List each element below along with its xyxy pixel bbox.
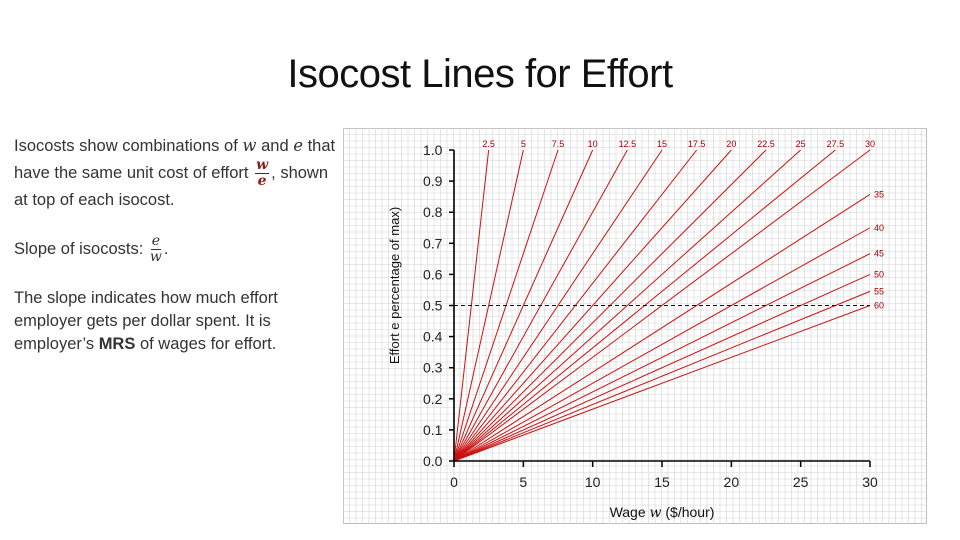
y-tick-label: 0.3 <box>423 360 443 376</box>
isocost-label: 20 <box>726 139 736 149</box>
slope-ratio: e w <box>149 233 162 265</box>
x-tick-label: 20 <box>724 474 740 490</box>
isocost-label: 50 <box>874 269 884 279</box>
y-tick-label: 0.4 <box>423 329 443 345</box>
isocost-label: 25 <box>796 139 806 149</box>
isocost-label: 45 <box>874 249 884 259</box>
isocost-line <box>453 290 871 462</box>
explanation-panel: Isocosts show combinations of w and e th… <box>14 134 342 378</box>
y-tick-label: 0.0 <box>423 453 443 469</box>
x-axis-title-variable: w <box>650 505 662 521</box>
isocost-line <box>453 305 871 462</box>
x-axis-title-prefix: Wage <box>610 504 650 520</box>
isocost-lines <box>453 149 871 462</box>
isocost-label: 17.5 <box>688 139 706 149</box>
isocost-line <box>453 227 871 462</box>
isocost-line <box>453 194 871 462</box>
x-tick-label: 5 <box>519 474 527 490</box>
y-tick-label: 0.7 <box>423 235 443 251</box>
isocost-label: 2.5 <box>482 139 495 149</box>
isocost-label: 22.5 <box>757 139 775 149</box>
x-axis-title-suffix: ($/hour) <box>662 504 715 520</box>
isocost-label: 30 <box>865 139 875 149</box>
isocost-definition-text: Isocosts show combinations of w and e th… <box>14 136 336 209</box>
isocost-label: 10 <box>588 139 598 149</box>
y-tick-label: 0.6 <box>423 266 443 282</box>
wage-effort-ratio: w e <box>255 157 270 189</box>
x-axis-title: Wage w ($/hour) <box>610 504 715 521</box>
y-axis-title: Effort e percentage of max) <box>387 207 402 364</box>
y-tick-label: 0.2 <box>423 391 443 407</box>
x-tick-label: 30 <box>862 474 878 490</box>
slope-text: Slope of isocosts: e w . <box>14 233 169 265</box>
x-tick-label: 15 <box>654 474 670 490</box>
isocost-line <box>453 149 871 462</box>
x-tick-label: 10 <box>585 474 601 490</box>
isocost-chart: 0.0 0.1 0.2 0.3 0.4 0.5 0.6 0.7 0.8 0.9 1.0 0 5 10 15 2… <box>342 127 927 524</box>
y-tick-label: 1.0 <box>423 142 443 158</box>
x-tick-label: 25 <box>793 474 809 490</box>
isocost-label: 7.5 <box>552 139 565 149</box>
isocost-labels: 2.5 5 7.5 10 12.5 15 17.5 20 22.5 25 27.5 30 35 40 45 5… <box>482 139 884 311</box>
isocost-label: 60 <box>874 301 884 311</box>
mrs-text: The slope indicates how much effort empl… <box>14 289 278 353</box>
isocost-label: 12.5 <box>619 139 637 149</box>
isocost-line <box>453 149 524 462</box>
isocost-label: 55 <box>874 286 884 296</box>
isocost-line <box>453 149 594 462</box>
isocost-line <box>453 149 802 462</box>
y-tick-label: 0.9 <box>423 173 443 189</box>
isocost-line <box>453 253 871 462</box>
slide-title: Isocost Lines for Effort <box>287 52 673 96</box>
isocost-label: 40 <box>874 223 884 233</box>
y-tick-label: 0.8 <box>423 204 443 220</box>
isocost-label: 5 <box>521 139 526 149</box>
y-tick-label: 0.1 <box>423 422 443 438</box>
grid <box>342 127 927 524</box>
chart-panel-border <box>343 128 927 524</box>
isocost-label: 27.5 <box>827 139 845 149</box>
x-tick-label: 0 <box>450 474 458 490</box>
isocost-line <box>453 149 663 462</box>
isocost-line <box>453 149 732 462</box>
chart-svg: 0.00.10.20.30.40.50.60.70.80.91.00 5 10 15 2… <box>342 127 927 524</box>
isocost-label: 35 <box>874 189 884 199</box>
axes: 0.0 0.1 0.2 0.3 0.4 0.5 0.6 0.7 0.8 0.9 1.0 0 5 10 15 2… <box>423 142 878 490</box>
y-tick-label: 0.5 <box>423 298 443 314</box>
isocost-label: 15 <box>657 139 667 149</box>
